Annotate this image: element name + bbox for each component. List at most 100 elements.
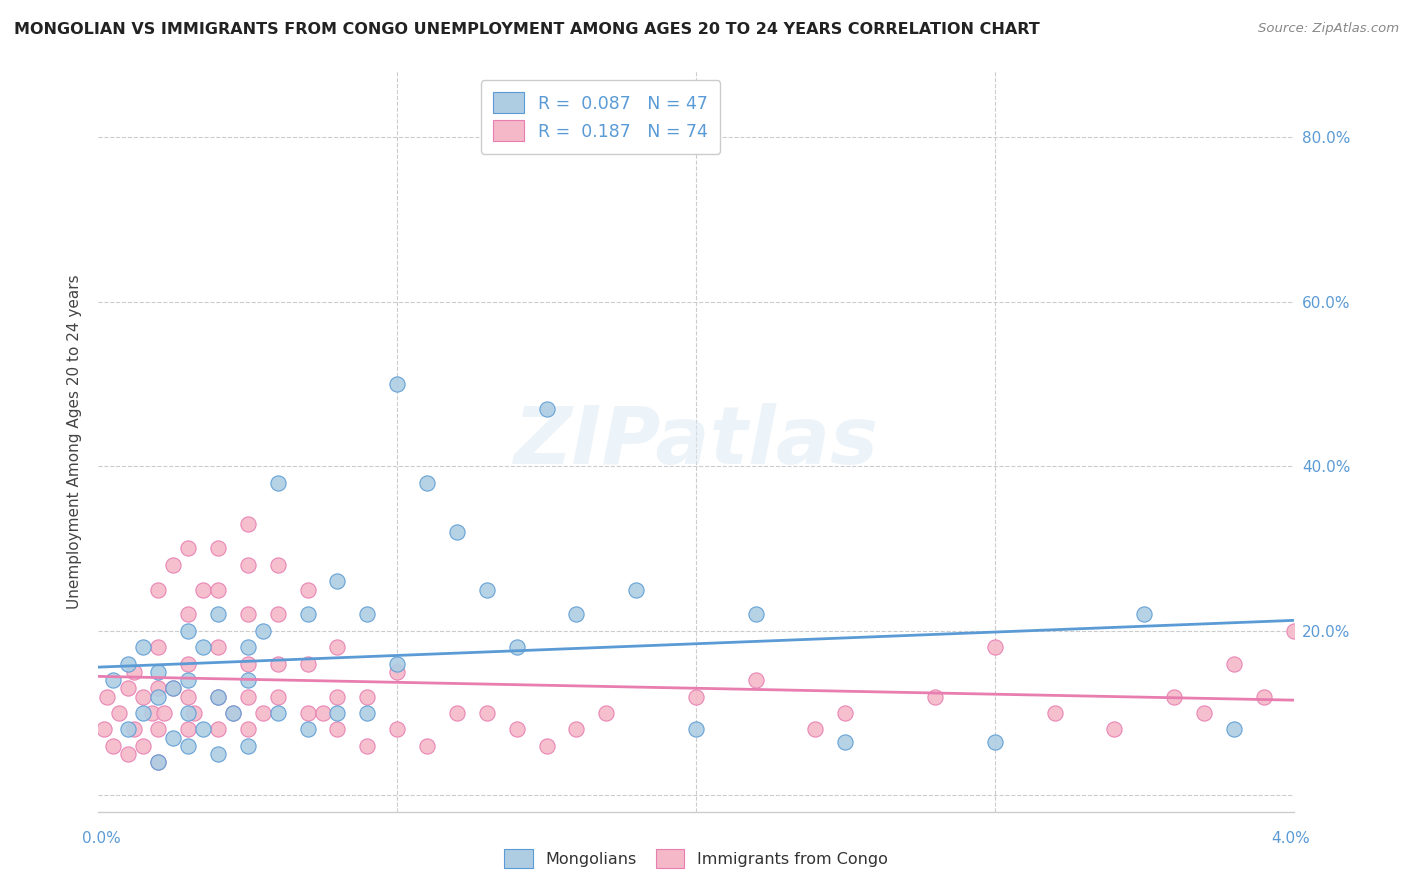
Point [595,706,617,720]
Point [1253,690,1275,704]
Point [267,690,290,704]
Point [177,706,200,720]
Point [132,706,155,720]
Point [983,640,1005,655]
Point [162,558,184,572]
Point [191,640,214,655]
Point [506,640,529,655]
Point [385,376,409,391]
Point [565,607,588,622]
Point [506,723,529,737]
Point [983,735,1005,749]
Point [565,723,588,737]
Point [326,640,349,655]
Point [804,723,827,737]
Point [148,665,170,679]
Point [385,723,409,737]
Text: 4.0%: 4.0% [1271,831,1310,846]
Point [93,723,115,737]
Point [745,607,768,622]
Point [267,558,290,572]
Point [148,723,170,737]
Point [236,558,259,572]
Point [267,657,290,671]
Point [162,731,184,745]
Point [103,739,125,753]
Point [177,541,200,556]
Legend: Mongolians, Immigrants from Congo: Mongolians, Immigrants from Congo [495,839,897,878]
Point [207,640,229,655]
Point [385,657,409,671]
Point [117,723,139,737]
Point [236,739,259,753]
Point [132,739,155,753]
Point [446,524,468,539]
Point [536,401,558,416]
Point [475,706,498,720]
Point [148,582,170,597]
Point [177,673,200,687]
Point [624,582,647,597]
Point [148,640,170,655]
Point [177,657,200,671]
Y-axis label: Unemployment Among Ages 20 to 24 years: Unemployment Among Ages 20 to 24 years [67,274,83,609]
Point [183,706,205,720]
Point [834,735,856,749]
Point [297,706,319,720]
Point [1133,607,1156,622]
Point [148,681,170,696]
Point [191,723,214,737]
Point [356,739,378,753]
Point [103,673,125,687]
Point [326,574,349,589]
Point [222,706,245,720]
Point [236,640,259,655]
Point [148,756,170,770]
Text: ZIPatlas: ZIPatlas [513,402,879,481]
Point [745,673,768,687]
Point [297,582,319,597]
Point [177,607,200,622]
Point [191,582,214,597]
Point [267,475,290,490]
Point [132,690,155,704]
Point [207,690,229,704]
Point [834,706,856,720]
Point [207,541,229,556]
Point [207,723,229,737]
Point [1192,706,1215,720]
Point [177,739,200,753]
Point [236,516,259,531]
Point [1282,624,1305,638]
Point [475,582,498,597]
Point [236,690,259,704]
Text: Source: ZipAtlas.com: Source: ZipAtlas.com [1258,22,1399,36]
Point [148,690,170,704]
Point [207,607,229,622]
Point [236,723,259,737]
Point [108,706,131,720]
Point [124,723,146,737]
Point [356,690,378,704]
Point [1222,657,1246,671]
Point [117,747,139,761]
Point [356,706,378,720]
Point [96,690,118,704]
Point [1222,723,1246,737]
Point [252,624,274,638]
Point [326,690,349,704]
Point [222,706,245,720]
Point [311,706,333,720]
Point [132,640,155,655]
Point [1163,690,1185,704]
Point [177,690,200,704]
Point [207,747,229,761]
Point [177,624,200,638]
Point [162,681,184,696]
Point [207,582,229,597]
Point [924,690,946,704]
Point [236,673,259,687]
Point [252,706,274,720]
Point [1102,723,1125,737]
Point [685,690,707,704]
